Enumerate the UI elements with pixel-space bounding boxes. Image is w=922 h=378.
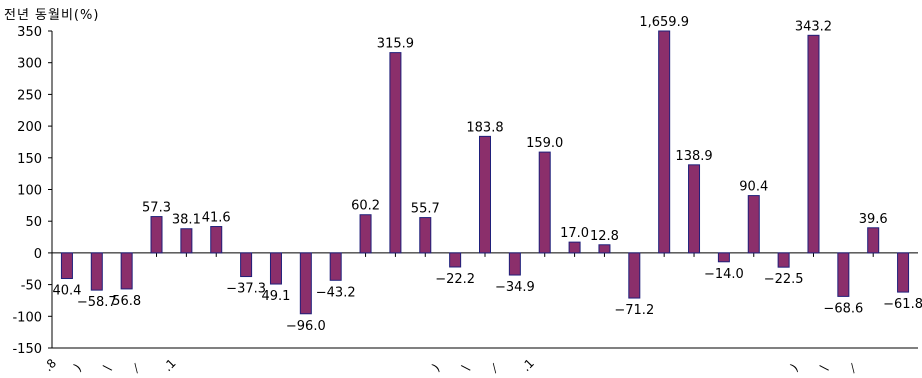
bar [240,252,253,278]
y-unit-label: 전년 동월비(%) [4,8,100,23]
data-label: −34.9 [495,280,535,295]
data-label: 138.9 [675,149,712,164]
data-label: −61.8 [883,297,922,312]
axes: 350 300 250 200 150 100 50 0 -50 -100 -150 [12,25,918,357]
data-label: 56.8 [112,294,141,309]
bar [329,252,342,281]
x-tick-label: ) [429,361,442,374]
y-tick-label: -150 [12,342,42,357]
bar [150,216,163,254]
y-tick-label: 50 [25,215,42,230]
data-label: 12.8 [590,229,619,244]
data-label: −58.7 [77,295,117,310]
data-label: 60.2 [351,199,380,214]
x-tick-label: ⁄ [129,361,145,377]
y-tick-label: 0 [34,247,42,262]
bar [180,228,193,254]
x-tick-label: .1 [161,356,179,374]
data-label: 315.9 [377,37,414,52]
y-tick-label: 250 [17,88,42,103]
x-tick-labels: .8) \ ⁄ .1) \ ⁄ .1) \ ⁄ [41,356,861,376]
bar [538,151,551,254]
bar [120,252,133,290]
x-tick-label: \ [101,361,114,374]
x-tick-label: ) [788,361,801,374]
bar [60,252,73,280]
x-tick-label: \ [818,361,831,374]
data-label: −43.2 [316,285,356,300]
data-label: −96.0 [286,319,326,334]
data-label: 343.2 [795,19,832,34]
bar [210,226,223,254]
data-label: 49.1 [261,289,290,304]
bar [299,252,312,315]
y-tick-label: -100 [12,310,42,325]
y-tick-label: 300 [17,57,42,72]
data-label: 159.0 [526,136,563,151]
bar [90,252,103,291]
bar [897,252,910,293]
data-label: 38.1 [172,213,201,228]
y-tick-label: 200 [17,120,42,135]
data-label: 41.6 [202,211,231,226]
data-label: −22.5 [764,272,804,287]
data-label: −71.2 [614,303,654,318]
data-label: 40.4 [52,284,81,299]
data-labels: 40.4−58.756.8 57.338.1 41.6 −37.349.1 −96.0 −… [52,15,922,334]
bar [807,34,820,254]
x-tick-label: ⁄ [487,361,503,377]
bar [479,135,491,254]
data-label: 90.4 [739,180,768,195]
data-label: 1,659.9 [639,15,689,30]
data-label: 17.0 [560,226,589,241]
bar [269,252,282,285]
x-tick-label: ⁄ [845,361,861,377]
y-tick-label: -50 [21,279,42,294]
data-label: 57.3 [142,201,171,216]
data-label: −14.0 [704,267,744,282]
y-tick-label: 100 [17,184,42,199]
bar [867,227,880,254]
data-label: 183.8 [466,120,503,135]
y-tick-label: 350 [17,25,42,40]
data-label: 55.7 [411,202,440,217]
bar [837,252,850,297]
bar [628,252,641,299]
bar [359,214,372,254]
bar [717,252,730,263]
bar [658,30,671,254]
y-tick-label: 150 [17,152,42,167]
bar [598,244,611,254]
data-label: −37.3 [226,282,266,297]
x-tick-label: \ [459,361,472,374]
bars [60,30,910,315]
bar [449,252,462,268]
data-label: 39.6 [859,212,888,227]
x-tick-label: .8 [41,356,59,374]
bar [747,195,760,254]
data-label: −68.6 [823,301,863,316]
x-tick-label: .1 [519,356,537,374]
bar [508,252,521,276]
bar [568,241,581,254]
bar [688,164,701,254]
x-tick-label: ) [71,361,84,374]
bar [419,217,432,254]
data-label: −22.2 [435,272,475,287]
bar [389,52,402,254]
bar [777,252,790,268]
